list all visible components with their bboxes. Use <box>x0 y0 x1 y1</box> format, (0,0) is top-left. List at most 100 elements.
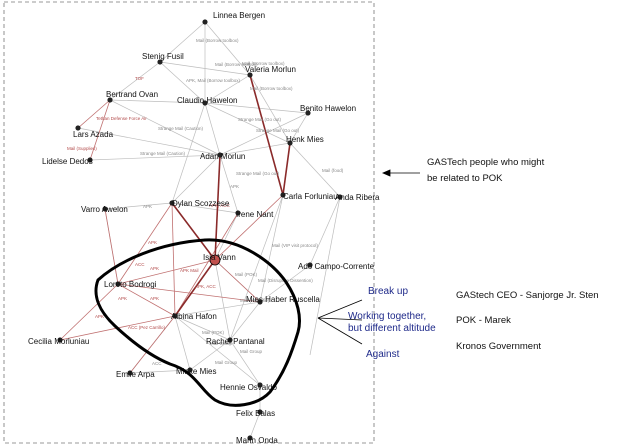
edges-red <box>59 99 284 374</box>
edge-label: Mail Group <box>210 341 233 346</box>
node-label: Emile Arpa <box>116 370 155 379</box>
gastech-note-line1: GASTech people who might <box>427 157 545 168</box>
node-dot <box>107 97 113 103</box>
edge-label: Mail (POK) <box>235 272 258 277</box>
node-label: Bertrand Ovan <box>106 90 158 99</box>
edge-label: Mail (Borrow toolbox) <box>215 62 258 67</box>
node-dot <box>202 19 208 25</box>
edge-label: APK, Mail (Borrow toolbox) <box>186 78 241 83</box>
node-lars-azada: Lars Azada <box>73 125 114 139</box>
node-dot <box>257 382 263 388</box>
node-felix-balas: Felix Balas <box>236 409 275 418</box>
node-label: Lars Azada <box>73 130 114 139</box>
node-mies-haber-ruscella: Mies Haber Ruscella <box>246 295 320 305</box>
node-ado-campo-corrente: Ado Campo-Corrente <box>298 262 375 271</box>
edge-label: Strange Mail (Go out) <box>238 117 282 122</box>
edge-label: APK <box>143 204 152 209</box>
edge-label: APK, ACC <box>209 203 231 208</box>
edge-label: Mail Group <box>215 360 238 365</box>
edges-dark-red <box>171 74 291 317</box>
annotations: GASTech people who might be related to P… <box>348 157 599 360</box>
node-dot <box>247 72 253 78</box>
against-label: Against <box>366 349 400 360</box>
node-dot <box>287 140 293 146</box>
node-dot <box>202 100 208 106</box>
node-varro-awelon: Varro Awelon <box>81 205 128 214</box>
gastech-note-line2: be related to POK <box>427 173 503 184</box>
edges-grey <box>77 21 341 439</box>
edge-label: Strange Mail (Go out) <box>256 128 300 133</box>
pok-label: POK - Marek <box>456 315 511 326</box>
edge-label: APK <box>150 296 159 301</box>
working-together-line2: but different altitude <box>348 323 436 334</box>
node-label: Hennie Osvaldo <box>220 383 277 392</box>
node-dot <box>75 125 81 131</box>
kronos-label: Kronos Government <box>456 341 541 352</box>
node-label: Isia Vann <box>203 253 236 262</box>
node-claudio-hawelon: Claudio Hawelon <box>177 96 237 106</box>
edge-label: Strange Mail (Caution) <box>158 126 204 131</box>
edge-label: Mail (Supplies) <box>67 146 97 151</box>
node-emile-arpa: Emile Arpa <box>116 370 155 379</box>
edge-label: Mail (VIP visit protocol) <box>272 243 318 248</box>
edge-label: APK Mail <box>180 268 199 273</box>
node-dot <box>169 200 175 206</box>
edge-label: Mail Group <box>240 349 263 354</box>
node-label: Carla Forluniau <box>283 192 338 201</box>
node-dot <box>305 110 311 116</box>
node-label: Claudio Hawelon <box>177 96 237 105</box>
node-label: Varro Awelon <box>81 205 128 214</box>
edge-label: APK <box>118 296 127 301</box>
edge-label: Mail (Borrow toolbox) <box>242 61 285 66</box>
node-label: Albina Hafon <box>171 312 217 321</box>
nodes: Linnea Bergen Stenig Fusil Valeria Morlun B… <box>28 11 380 445</box>
node-dot <box>57 337 63 343</box>
node-lidelse-dedos: Lidelse Dedos <box>42 157 93 166</box>
node-label: Rachel Pantanal <box>206 337 265 346</box>
node-dot <box>157 59 163 65</box>
edge-label: ACC (Pez Carrillo) <box>128 325 166 330</box>
edge-label: Mail (Karaoke) <box>240 298 270 303</box>
edge-label: ACC <box>135 262 145 267</box>
edge-label: APK <box>95 314 104 319</box>
node-label: Cecilia Morluniau <box>28 337 89 346</box>
node-dot <box>307 262 313 268</box>
node-label: Mies Haber Ruscella <box>246 295 320 304</box>
node-loreto-bodrogi: Loreto Bodrogi <box>104 280 157 289</box>
edge-label: Mail (Borrow toolbox) <box>196 38 239 43</box>
node-label: Stenig Fusil <box>142 52 184 61</box>
node-dot <box>280 192 286 198</box>
node-dot <box>217 152 223 158</box>
node-label: Minke Mies <box>176 367 216 376</box>
node-marin-onda: Marin Onda <box>236 435 278 445</box>
node-dot <box>172 313 178 319</box>
node-dot <box>337 194 343 200</box>
node-label: Dylan Scozzese <box>172 199 230 208</box>
node-dot <box>115 281 121 287</box>
break-up-label: Break up <box>368 286 408 297</box>
relation-lines <box>317 299 363 345</box>
node-label: Irene Nant <box>236 210 274 219</box>
node-anda-ribera: Anda Ribera <box>335 193 380 202</box>
node-label: Linnea Bergen <box>213 11 265 20</box>
diagram-frame <box>3 1 375 444</box>
pok-arrow <box>381 169 420 177</box>
node-isia-vann: Isia Vann <box>203 253 236 266</box>
node-label: Valeria Morlun <box>245 65 296 74</box>
edge-label: Strange Mail (Go out) <box>236 171 280 176</box>
node-label: Loreto Bodrogi <box>104 280 157 289</box>
node-label: Felix Balas <box>236 409 275 418</box>
node-carla-forluniau: Carla Forluniau <box>280 192 338 201</box>
node-label: Ado Campo-Corrente <box>298 262 375 271</box>
node-label: Benito Hawelon <box>300 104 356 113</box>
ceo-label: GAStech CEO - Sanjorge Jr. Sten <box>456 290 599 301</box>
edge-label: APK <box>150 266 159 271</box>
node-dot <box>127 370 133 376</box>
node-label: Marin Onda <box>236 436 278 445</box>
edge-label: Mail (Borrow toolbox) <box>250 86 293 91</box>
node-label: Anda Ribera <box>335 193 380 202</box>
node-dot <box>227 337 233 343</box>
node-irene-nant: Irene Nant <box>235 210 274 219</box>
edge-label: APK, ACC <box>195 284 217 289</box>
